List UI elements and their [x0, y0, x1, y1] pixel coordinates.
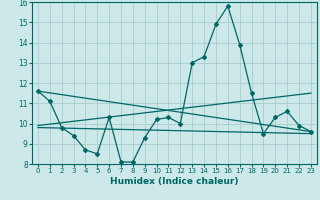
X-axis label: Humidex (Indice chaleur): Humidex (Indice chaleur) [110, 177, 239, 186]
